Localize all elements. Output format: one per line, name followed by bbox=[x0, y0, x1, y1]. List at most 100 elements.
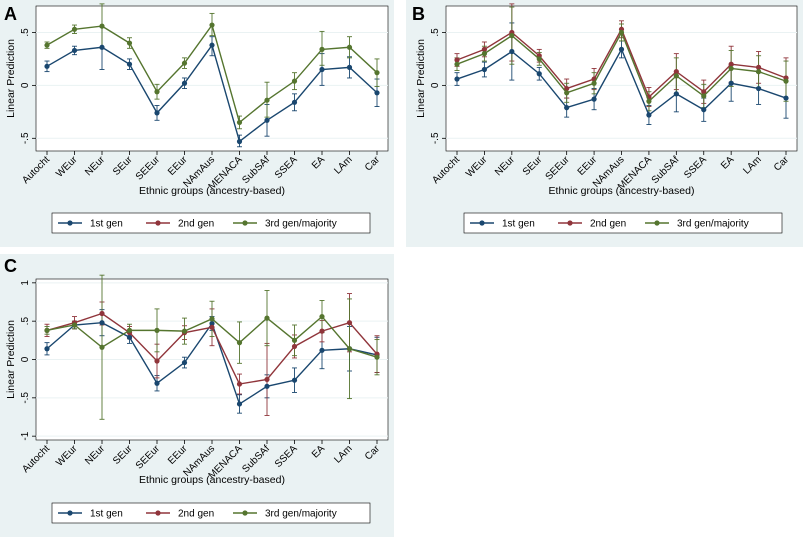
legend-label: 1st gen bbox=[90, 509, 123, 520]
data-point bbox=[291, 377, 298, 383]
data-point bbox=[44, 42, 50, 48]
data-point bbox=[346, 44, 353, 50]
data-point bbox=[319, 313, 325, 320]
legend-box bbox=[51, 502, 371, 524]
chart-panel-c: -1 -.5 0.5 1 Autocht WEur NEur SEur SEEur EEur NAm… bbox=[0, 254, 394, 537]
legend-label: 2nd gen bbox=[178, 509, 214, 520]
legend-label: 1st gen bbox=[90, 219, 123, 230]
data-point bbox=[618, 46, 625, 52]
data-point bbox=[209, 324, 215, 330]
data-point bbox=[99, 344, 105, 350]
data-point bbox=[374, 90, 380, 96]
legend-item: 1st gen bbox=[470, 219, 535, 230]
legend-marker bbox=[67, 510, 73, 516]
legend-item: 2nd gen bbox=[146, 509, 214, 520]
legend-box bbox=[51, 212, 371, 234]
legend-marker bbox=[155, 510, 161, 516]
data-point bbox=[264, 383, 270, 389]
data-point bbox=[591, 96, 597, 102]
data-point bbox=[264, 315, 270, 321]
data-point bbox=[154, 110, 160, 116]
x-axis-title: Ethnic groups (ancestry-based) bbox=[139, 474, 285, 486]
data-point bbox=[673, 91, 679, 97]
panel-label: B bbox=[412, 4, 425, 24]
y-tick-label: .5 bbox=[20, 317, 31, 326]
data-point bbox=[701, 93, 707, 99]
data-point bbox=[181, 359, 188, 366]
chart-panel-a: -.5 0.5 Autocht WEur NEur SEur SEEur EEur NAmAus… bbox=[0, 0, 394, 247]
data-point bbox=[454, 61, 460, 67]
data-point bbox=[264, 117, 270, 123]
data-point bbox=[236, 119, 243, 126]
y-tick-label: -.5 bbox=[20, 392, 31, 404]
legend-item: 3rd gen/majority bbox=[645, 219, 749, 230]
data-point bbox=[44, 346, 50, 352]
data-point bbox=[374, 70, 380, 76]
y-tick-label: .5 bbox=[430, 28, 441, 37]
data-point bbox=[236, 340, 243, 346]
panel-label: C bbox=[4, 256, 17, 276]
data-point bbox=[126, 334, 133, 340]
data-point bbox=[346, 320, 353, 326]
data-point bbox=[755, 85, 762, 92]
data-point bbox=[99, 310, 105, 317]
legend-marker bbox=[67, 220, 73, 226]
data-point bbox=[374, 354, 380, 360]
data-point bbox=[701, 89, 707, 95]
data-point bbox=[71, 322, 78, 328]
data-point bbox=[673, 69, 679, 75]
legend-label: 3rd gen/majority bbox=[265, 509, 337, 520]
data-point bbox=[44, 327, 50, 333]
y-tick-label: 0 bbox=[20, 356, 31, 362]
data-point bbox=[291, 99, 298, 105]
data-point bbox=[728, 80, 734, 86]
data-point bbox=[509, 48, 515, 55]
data-point bbox=[181, 80, 188, 86]
data-point bbox=[264, 97, 270, 103]
legend-item: 2nd gen bbox=[558, 219, 626, 230]
data-point bbox=[673, 73, 679, 79]
data-point bbox=[264, 376, 270, 383]
chart-panel-b: -.5 0.5 Autocht WEur NEur SEur SEEur EEur NAmAus… bbox=[406, 0, 803, 247]
data-point bbox=[454, 57, 460, 63]
x-axis-title: Ethnic groups (ancestry-based) bbox=[549, 185, 695, 197]
data-point bbox=[154, 327, 160, 333]
panel-label: A bbox=[4, 4, 17, 24]
legend-label: 2nd gen bbox=[590, 219, 626, 230]
data-point bbox=[646, 112, 652, 118]
y-tick-label: -1 bbox=[20, 431, 31, 440]
data-point bbox=[481, 51, 488, 57]
data-point bbox=[346, 346, 353, 352]
data-point bbox=[783, 95, 789, 101]
data-point bbox=[126, 40, 133, 46]
data-point bbox=[71, 47, 78, 54]
legend-item: 2nd gen bbox=[146, 219, 214, 230]
data-point bbox=[291, 78, 298, 84]
data-point bbox=[99, 320, 105, 326]
legend-item: 3rd gen/majority bbox=[233, 219, 337, 230]
y-tick-label: -.5 bbox=[20, 132, 31, 144]
data-point bbox=[728, 61, 734, 67]
data-point bbox=[481, 66, 488, 73]
data-point bbox=[618, 29, 625, 36]
data-point bbox=[564, 90, 570, 96]
y-axis-title: Linear Prediction bbox=[5, 39, 17, 118]
data-point bbox=[154, 89, 160, 95]
y-tick-label: -.5 bbox=[430, 132, 441, 144]
data-point bbox=[454, 76, 460, 82]
data-point bbox=[71, 26, 78, 32]
legend-marker bbox=[155, 220, 161, 226]
legend-item: 3rd gen/majority bbox=[233, 509, 337, 520]
data-point bbox=[509, 33, 515, 39]
data-point bbox=[536, 56, 542, 62]
legend-marker bbox=[654, 220, 660, 226]
data-point bbox=[99, 44, 105, 50]
data-point bbox=[99, 23, 105, 29]
data-point bbox=[755, 69, 762, 75]
data-point bbox=[591, 80, 597, 86]
data-point bbox=[319, 46, 325, 52]
data-point bbox=[783, 78, 789, 84]
legend-marker bbox=[479, 220, 485, 226]
